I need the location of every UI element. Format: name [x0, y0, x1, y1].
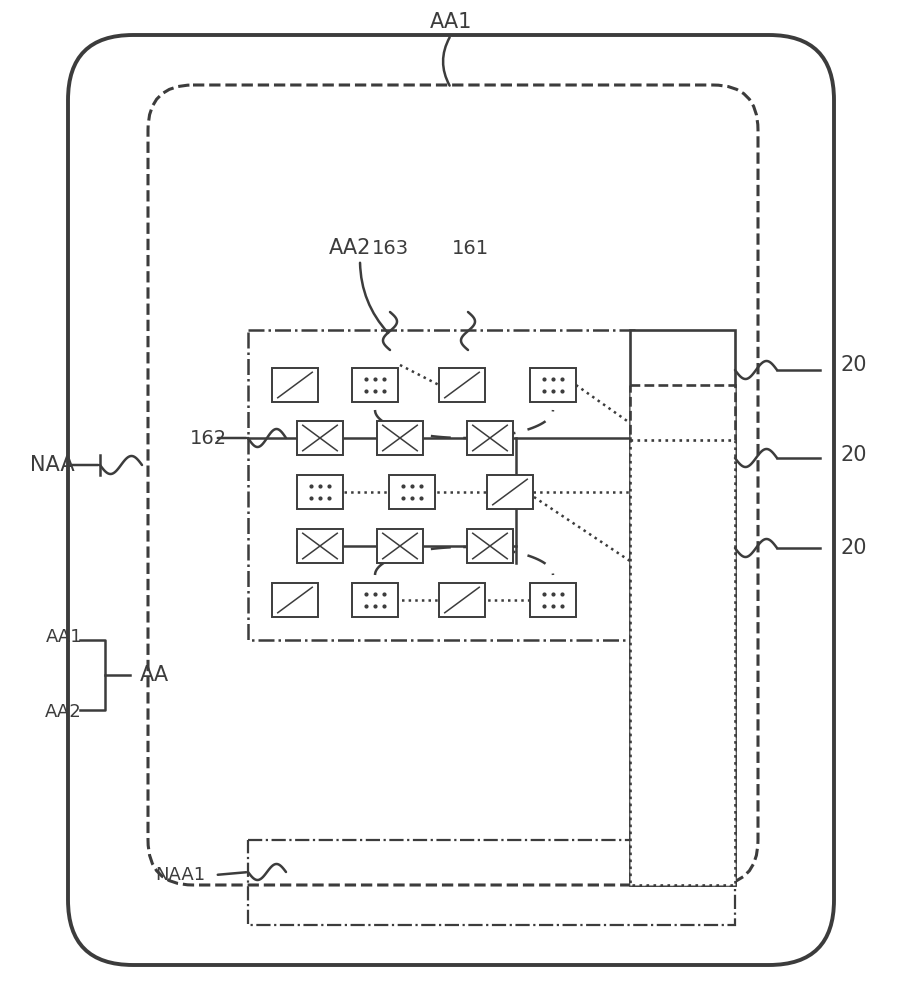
- Bar: [272, 368, 318, 402]
- Text: 161: 161: [451, 238, 489, 257]
- Bar: [530, 583, 576, 617]
- Bar: [377, 529, 423, 563]
- Bar: [630, 440, 735, 885]
- Bar: [389, 475, 435, 509]
- Text: 163: 163: [372, 238, 409, 257]
- Bar: [248, 840, 735, 925]
- Bar: [297, 421, 343, 455]
- Bar: [248, 330, 636, 640]
- Bar: [487, 475, 533, 509]
- Text: 20: 20: [840, 445, 867, 465]
- FancyBboxPatch shape: [68, 35, 834, 965]
- Text: AA1: AA1: [45, 628, 82, 646]
- Bar: [530, 368, 576, 402]
- Text: NAA1: NAA1: [155, 866, 205, 884]
- Text: 20: 20: [840, 538, 867, 558]
- Bar: [467, 529, 513, 563]
- Text: 162: 162: [189, 428, 226, 448]
- Text: AA1: AA1: [430, 12, 472, 32]
- Bar: [297, 475, 343, 509]
- Bar: [439, 583, 485, 617]
- Bar: [467, 421, 513, 455]
- Bar: [297, 529, 343, 563]
- Text: AA2: AA2: [329, 238, 372, 258]
- Bar: [352, 368, 398, 402]
- Bar: [630, 330, 735, 885]
- Text: 20: 20: [840, 355, 867, 375]
- Text: AA2: AA2: [45, 703, 82, 721]
- Bar: [630, 385, 735, 885]
- Text: NAA: NAA: [30, 455, 74, 475]
- Bar: [272, 583, 318, 617]
- Bar: [377, 421, 423, 455]
- Bar: [439, 368, 485, 402]
- Bar: [352, 583, 398, 617]
- Text: AA: AA: [140, 665, 170, 685]
